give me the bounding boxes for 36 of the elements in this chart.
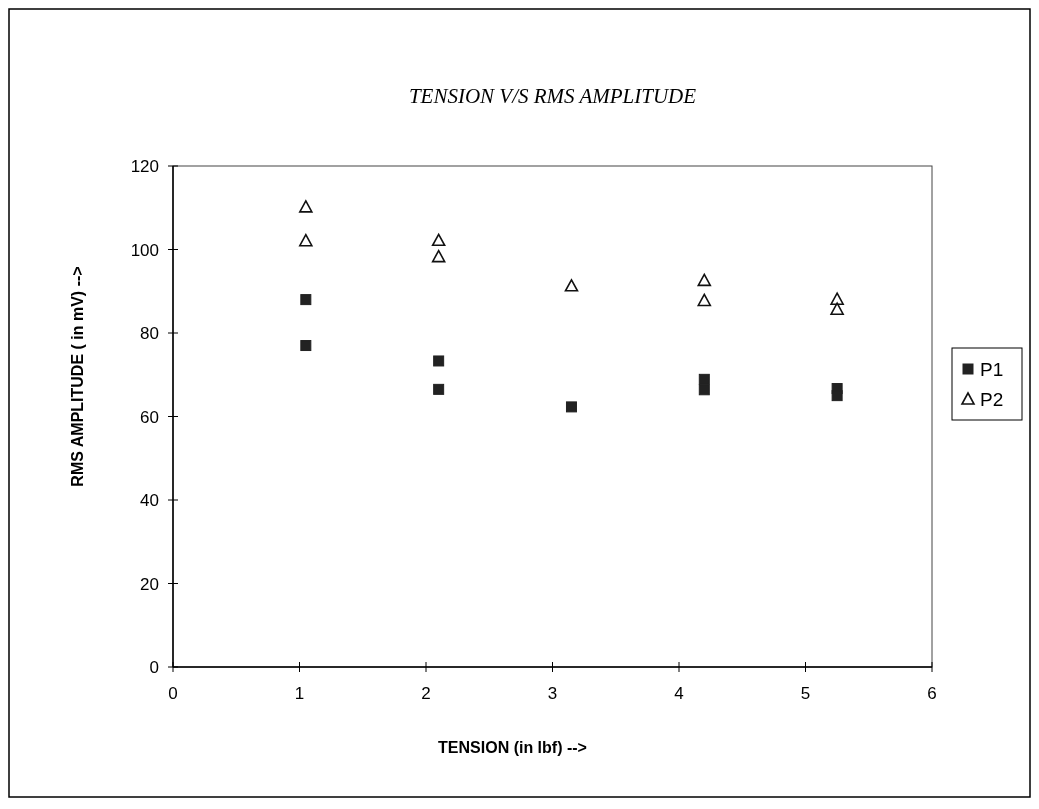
- point: [831, 390, 843, 402]
- point: [565, 401, 577, 413]
- chart-title: TENSION V/S RMS AMPLITUDE: [408, 84, 697, 108]
- point: [830, 302, 844, 315]
- point: [300, 340, 312, 352]
- point: [299, 233, 313, 247]
- x-tick-label: 1: [294, 684, 305, 703]
- x-axis-title: TENSION (in lbf) -->: [438, 739, 587, 756]
- x-tick-label: 6: [927, 684, 937, 703]
- point: [431, 233, 446, 247]
- y-tick-label: 120: [130, 157, 159, 176]
- x-tick-label: 4: [674, 684, 684, 703]
- point: [299, 200, 313, 213]
- point: [431, 249, 446, 263]
- y-tick-label: 80: [140, 324, 159, 343]
- point: [697, 293, 712, 307]
- point: [433, 355, 445, 367]
- point: [433, 383, 445, 395]
- x-tick-label: 0: [168, 684, 178, 703]
- legend-label: P1: [980, 359, 1004, 380]
- point: [697, 273, 712, 287]
- point: [698, 373, 710, 385]
- y-tick-label: 0: [149, 658, 159, 677]
- point: [300, 294, 312, 306]
- legend-label: P2: [980, 389, 1004, 410]
- y-tick-label: 40: [140, 491, 159, 510]
- point: [564, 279, 579, 292]
- y-tick-label: 60: [140, 407, 159, 427]
- x-tick-label: 2: [421, 684, 431, 703]
- x-tick-label: 3: [547, 684, 558, 703]
- y-tick-label: 20: [140, 574, 159, 594]
- y-axis-title: RMS AMPLITUDE ( in mV) -->: [69, 266, 86, 487]
- point: [830, 292, 844, 305]
- y-tick-label: 100: [130, 240, 159, 260]
- point: [698, 384, 710, 396]
- x-tick-label: 5: [800, 684, 811, 703]
